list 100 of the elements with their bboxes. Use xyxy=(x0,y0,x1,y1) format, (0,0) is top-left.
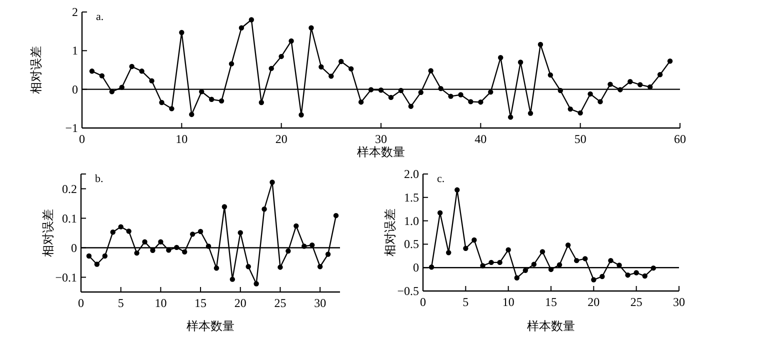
y-tick-label: −0.1 xyxy=(55,270,77,284)
point xyxy=(428,264,434,270)
point xyxy=(206,244,212,249)
point xyxy=(488,89,494,95)
point xyxy=(214,266,220,271)
point xyxy=(189,112,194,118)
point xyxy=(238,25,244,30)
point xyxy=(325,252,331,257)
point xyxy=(446,250,452,256)
y-tick-label: 0.2 xyxy=(62,182,77,196)
point xyxy=(642,273,648,279)
point xyxy=(458,92,464,98)
point xyxy=(302,244,307,249)
point xyxy=(318,64,324,70)
point xyxy=(228,61,234,66)
point xyxy=(531,262,537,267)
x-tick-label: 25 xyxy=(630,295,642,309)
x-tick-label: 50 xyxy=(574,132,586,146)
point xyxy=(169,106,174,112)
point xyxy=(317,264,323,270)
point xyxy=(208,96,214,102)
x-tick-label: 40 xyxy=(474,132,487,146)
point xyxy=(588,91,593,97)
point xyxy=(238,230,243,236)
point xyxy=(158,239,164,244)
x-tick-label: 20 xyxy=(234,296,246,310)
point xyxy=(150,248,156,254)
point xyxy=(625,272,630,278)
point xyxy=(248,17,254,22)
point xyxy=(166,248,172,253)
point xyxy=(578,110,583,116)
point xyxy=(139,68,144,74)
point xyxy=(540,249,546,254)
point xyxy=(258,100,264,106)
x-tick-label: 15 xyxy=(545,295,557,309)
point xyxy=(278,54,284,60)
x-tick-label: 15 xyxy=(194,296,207,310)
point xyxy=(118,224,124,230)
point xyxy=(628,79,633,84)
point xyxy=(268,66,274,72)
x-axis-title: 样本数量 xyxy=(527,319,575,333)
point xyxy=(86,253,92,259)
y-tick-label: 0.5 xyxy=(404,237,419,252)
point xyxy=(538,42,544,48)
point xyxy=(308,25,314,30)
point xyxy=(608,258,614,264)
point xyxy=(182,249,188,254)
point xyxy=(222,204,228,210)
point xyxy=(528,110,534,116)
y-tick-label: 1.0 xyxy=(404,214,419,228)
point xyxy=(286,248,291,254)
point xyxy=(278,264,283,270)
point xyxy=(514,275,520,280)
x-tick-label: 20 xyxy=(275,132,288,146)
point xyxy=(159,100,164,106)
point xyxy=(368,87,374,92)
point xyxy=(348,66,354,72)
chart-title: b. xyxy=(95,173,104,185)
point xyxy=(634,270,639,276)
point xyxy=(600,274,605,280)
x-tick-label: 5 xyxy=(118,296,124,310)
point xyxy=(522,268,528,274)
point xyxy=(648,84,653,90)
point xyxy=(488,260,494,266)
point xyxy=(190,232,196,237)
point xyxy=(142,239,148,244)
y-axis-title: 相对误差 xyxy=(383,208,397,256)
point xyxy=(398,88,404,94)
point xyxy=(174,244,180,250)
point xyxy=(89,68,95,74)
point xyxy=(508,114,514,120)
x-tick-label: 10 xyxy=(154,296,167,310)
point xyxy=(129,64,134,70)
point xyxy=(591,277,596,282)
point xyxy=(548,266,554,272)
y-tick-label: 2.0 xyxy=(404,167,419,181)
point xyxy=(310,242,315,248)
x-tick-label: 60 xyxy=(674,132,686,146)
x-tick-label: 30 xyxy=(314,296,326,310)
point xyxy=(598,99,603,104)
point xyxy=(650,265,656,271)
point xyxy=(126,228,132,234)
y-tick-label: 2 xyxy=(72,5,78,19)
y-tick-label: 0 xyxy=(72,82,78,96)
chart-title: a. xyxy=(96,11,104,23)
point xyxy=(480,263,486,268)
point xyxy=(99,73,105,78)
point xyxy=(218,98,224,104)
point xyxy=(388,94,394,100)
point xyxy=(294,223,299,229)
x-axis-title: 样本数量 xyxy=(186,319,234,333)
x-tick-label: 10 xyxy=(176,132,188,146)
point xyxy=(378,88,384,93)
y-tick-label: 0.1 xyxy=(62,211,77,226)
point xyxy=(254,281,259,286)
point xyxy=(568,106,573,112)
y-tick-label: 0 xyxy=(413,260,419,275)
y-tick-label: 0 xyxy=(71,240,77,255)
x-tick-label: 5 xyxy=(462,295,469,309)
point xyxy=(556,262,562,268)
